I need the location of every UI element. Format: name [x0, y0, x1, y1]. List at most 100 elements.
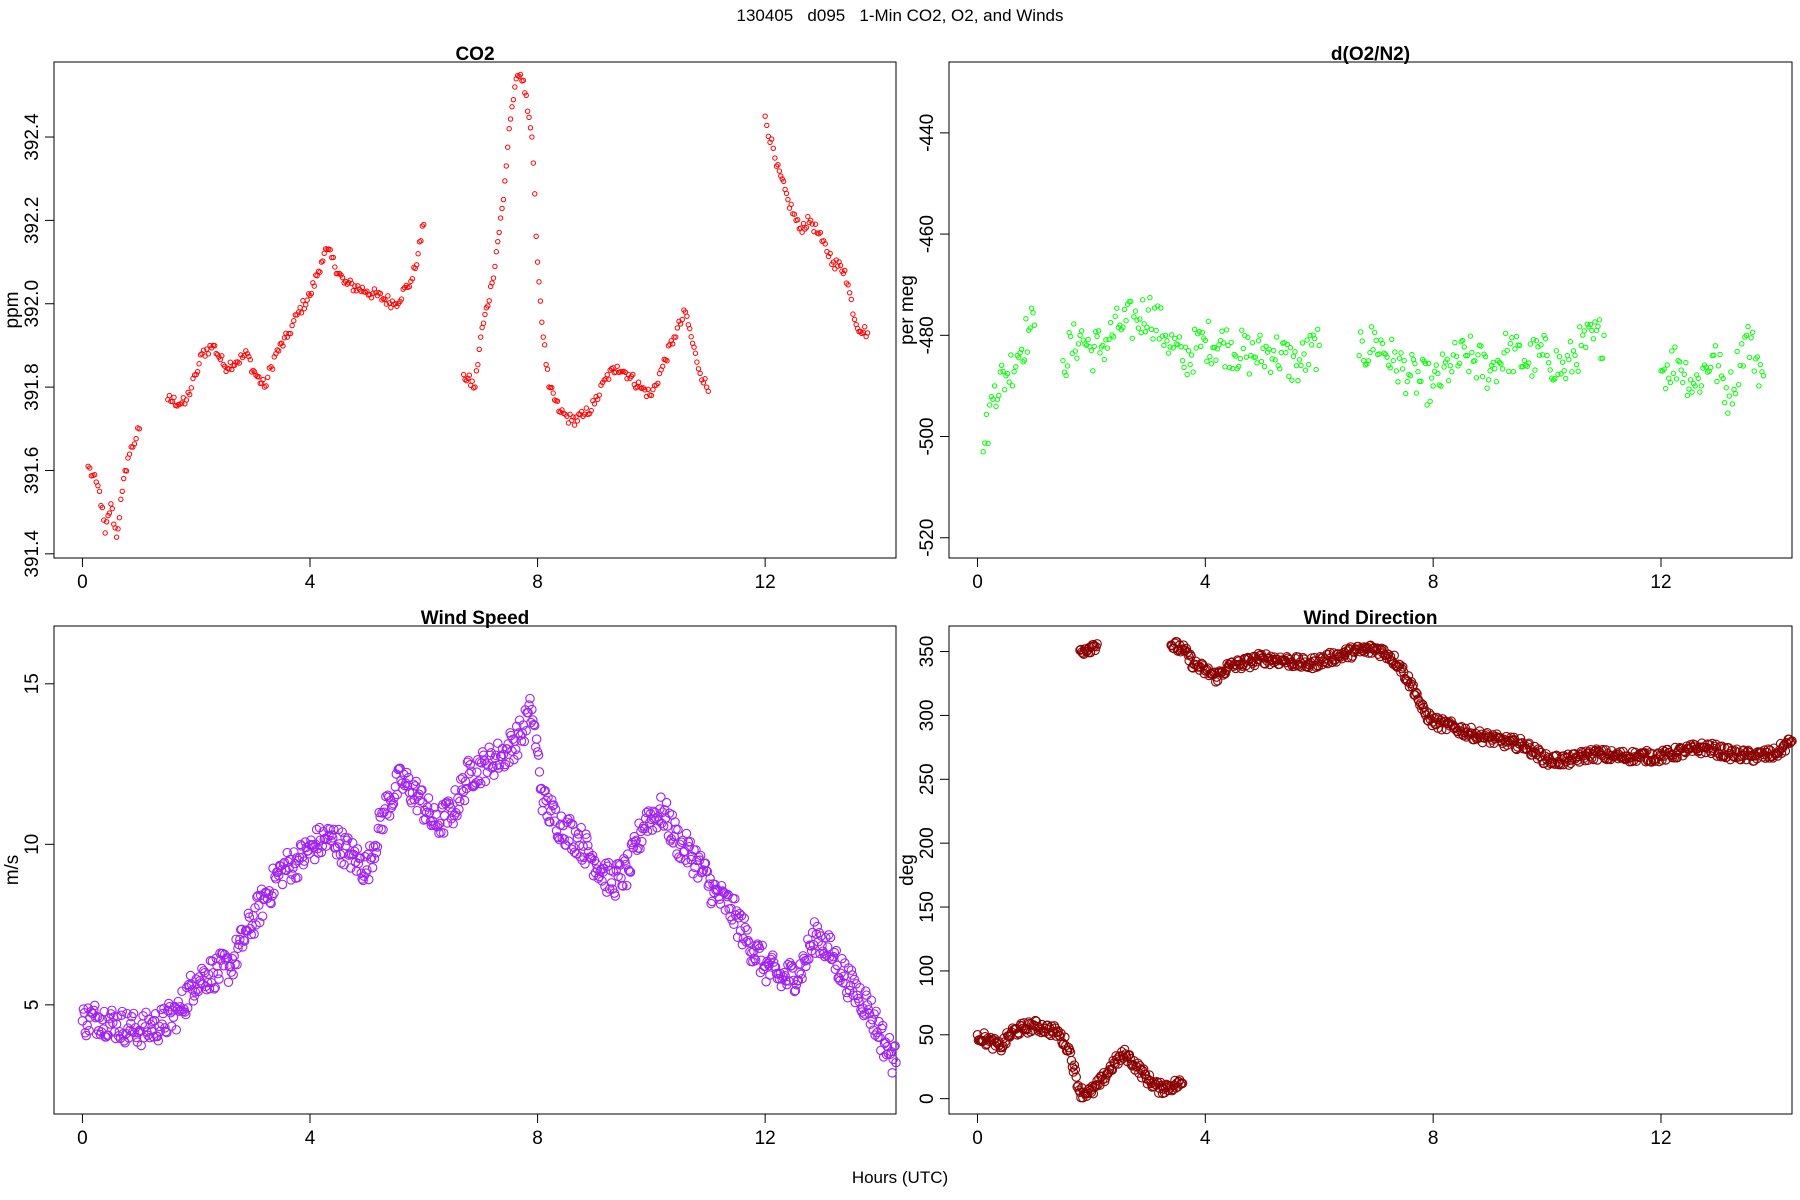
- wind-speed-point: [865, 1019, 876, 1029]
- co2-point: [188, 385, 195, 391]
- wind-speed-point: [187, 984, 198, 995]
- wind-direction-x-tick-label: 4: [1200, 1128, 1211, 1149]
- co2-point: [131, 441, 138, 447]
- d-o2-n2-point: [1188, 352, 1195, 358]
- co2-point: [106, 510, 113, 516]
- d-o2-n2-point: [1438, 383, 1444, 389]
- d-o2-n2-point: [1091, 343, 1097, 350]
- d-o2-n2-point: [1085, 336, 1091, 343]
- d-o2-n2-point: [1492, 366, 1498, 372]
- d-o2-n2-point: [1063, 372, 1069, 379]
- d-o2-n2-point: [1442, 359, 1449, 365]
- wind-speed-point: [576, 822, 586, 833]
- d-o2-n2-point: [1449, 368, 1455, 375]
- co2-point: [848, 296, 854, 303]
- d-o2-n2-point: [1110, 334, 1117, 340]
- co2-point: [549, 384, 555, 391]
- d-o2-n2-title: d(O2/N2): [1331, 44, 1410, 65]
- d-o2-n2-point: [1139, 297, 1146, 303]
- d-o2-n2-point: [1666, 375, 1672, 381]
- d-o2-n2-point: [1556, 354, 1563, 360]
- d-o2-n2-point: [1129, 335, 1136, 341]
- wind-direction-point: [1762, 751, 1773, 761]
- wind-speed-point: [858, 1003, 868, 1013]
- d-o2-n2-point: [1459, 337, 1466, 344]
- wind-speed-point: [368, 842, 379, 852]
- d-o2-n2-point: [1553, 348, 1560, 354]
- co2-point: [479, 324, 485, 331]
- wind-speed-point: [223, 977, 234, 988]
- wind-speed-point: [871, 1006, 881, 1017]
- wind-speed-point: [480, 776, 491, 787]
- d-o2-n2-point: [1181, 364, 1187, 371]
- wind-speed-point: [311, 824, 322, 835]
- co2-point: [674, 325, 681, 331]
- wind-direction-point: [1786, 736, 1796, 747]
- d-o2-n2-point: [1123, 318, 1129, 324]
- d-o2-n2-point: [1428, 375, 1435, 381]
- wind-speed-point: [525, 693, 535, 704]
- d-o2-n2-point: [1225, 342, 1231, 349]
- d-o2-n2-point: [1672, 344, 1678, 350]
- wind-speed-point: [106, 1009, 116, 1019]
- d-o2-n2-point: [1670, 370, 1677, 377]
- co2-point: [204, 346, 210, 352]
- co2-point: [200, 347, 207, 353]
- d-o2-n2-point: [1150, 336, 1156, 342]
- d-o2-n2-point: [1751, 368, 1757, 374]
- co2-plot-frame: [53, 61, 897, 559]
- co2-point: [596, 392, 603, 398]
- wind-speed-point: [823, 930, 834, 940]
- wind-speed-point: [289, 847, 299, 857]
- co2-point: [321, 250, 327, 257]
- wind-speed-point: [129, 1027, 140, 1038]
- d-o2-n2-point: [1686, 386, 1692, 392]
- wind-speed-point: [491, 750, 501, 761]
- wind-speed-point: [152, 1031, 163, 1042]
- co2-point: [537, 298, 544, 304]
- d-o2-n2-point: [1158, 305, 1164, 311]
- d-o2-n2-point: [1304, 337, 1310, 343]
- co2-point: [305, 291, 312, 297]
- wind-speed-point: [867, 1014, 878, 1025]
- co2-point: [783, 190, 790, 197]
- wind-speed-point: [422, 802, 433, 812]
- co2-point: [507, 116, 514, 122]
- d-o2-n2-point: [1690, 380, 1697, 387]
- co2-point: [541, 342, 548, 348]
- wind-speed-chart: Wind Speed 0 4 8 12 5 10 15 m/s: [2, 608, 901, 1149]
- wind-speed-point: [153, 1036, 164, 1046]
- d-o2-n2-point: [1592, 319, 1598, 325]
- wind-speed-point: [353, 858, 364, 869]
- wind-speed-point: [369, 853, 380, 864]
- d-o2-n2-point: [1409, 351, 1415, 358]
- d-o2-n2-point: [1490, 359, 1496, 366]
- d-o2-n2-point: [1720, 375, 1726, 382]
- wind-speed-point: [836, 968, 846, 979]
- wind-speed-point: [804, 954, 814, 964]
- wind-speed-point: [140, 1022, 150, 1032]
- d-o2-n2-point: [1100, 342, 1106, 349]
- wind-speed-point: [249, 929, 259, 939]
- d-o2-n2-point: [1287, 345, 1294, 351]
- wind-direction-point: [1412, 689, 1422, 699]
- wind-direction-point: [1173, 645, 1184, 655]
- wind-speed-point: [277, 879, 288, 890]
- d-o2-n2-point: [1732, 390, 1739, 397]
- d-o2-n2-point: [1509, 334, 1515, 341]
- d-o2-n2-point: [1315, 326, 1321, 333]
- co2-y-tick-label: 391.6: [22, 447, 43, 495]
- co2-point: [492, 263, 498, 270]
- wind-speed-point: [378, 824, 388, 835]
- d-o2-n2-point: [1092, 328, 1099, 335]
- d-o2-n2-point: [1153, 327, 1159, 334]
- wind-direction-point: [1023, 1017, 1034, 1027]
- d-o2-n2-point: [1395, 379, 1401, 385]
- d-o2-n2-point: [1501, 350, 1507, 356]
- d-o2-n2-point: [1232, 353, 1239, 359]
- co2-point: [500, 196, 507, 203]
- co2-point: [536, 279, 542, 285]
- wind-speed-point: [409, 794, 420, 805]
- wind-speed-point: [511, 721, 522, 732]
- co2-point: [470, 385, 477, 391]
